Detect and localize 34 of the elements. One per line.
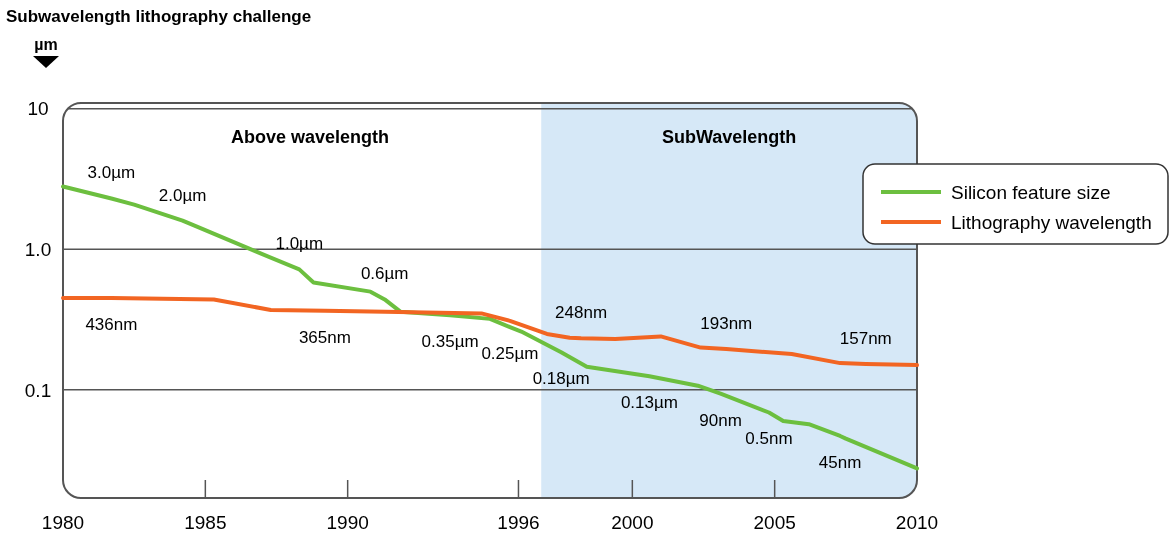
annotation: 90nm [699, 410, 742, 430]
y-tick-label: 10 [27, 98, 49, 120]
annotation: 0.35µm [421, 332, 479, 352]
annotation: 193nm [700, 314, 753, 334]
band-label: SubWavelength [661, 127, 797, 147]
legend-label: Silicon feature size [951, 181, 1111, 203]
annotation: 248nm [555, 303, 608, 323]
annotation: 45nm [818, 452, 862, 472]
annotation: 157nm [839, 328, 892, 348]
line-series [61, 296, 919, 368]
annotation: 1.0µm [275, 234, 324, 254]
x-tick-label: 1996 [497, 512, 540, 533]
chart-title: Subwavelength lithography challenge [6, 7, 312, 26]
x-tick-label: 1985 [184, 512, 227, 533]
annotation: 0.6µm [360, 264, 409, 284]
x-tick-label: 1980 [41, 512, 85, 533]
annotation: 2.0µm [158, 185, 207, 205]
x-tick-label: 2000 [611, 512, 654, 533]
annotation: 0.13µm [620, 393, 678, 413]
annotation: 436nm [85, 315, 138, 335]
annotation: Above wavelength [230, 127, 390, 147]
x-tick-label: 2005 [753, 512, 796, 533]
annotation: 0.25µm [481, 343, 539, 363]
annotation: 365nm [298, 327, 351, 347]
line-series [61, 184, 919, 471]
y-tick-label: 0.1 [24, 379, 52, 401]
x-tick-label: 2010 [895, 512, 939, 533]
annotation: 0.5nm [745, 429, 793, 449]
annotation: 0.18µm [532, 369, 590, 389]
y-axis-title: µm [34, 36, 58, 53]
legend-label: Lithography wavelength [951, 211, 1152, 233]
annotation: 3.0µm [87, 163, 136, 183]
y-tick-label: 1.0 [24, 238, 52, 260]
x-tick-label: 1990 [326, 512, 369, 533]
